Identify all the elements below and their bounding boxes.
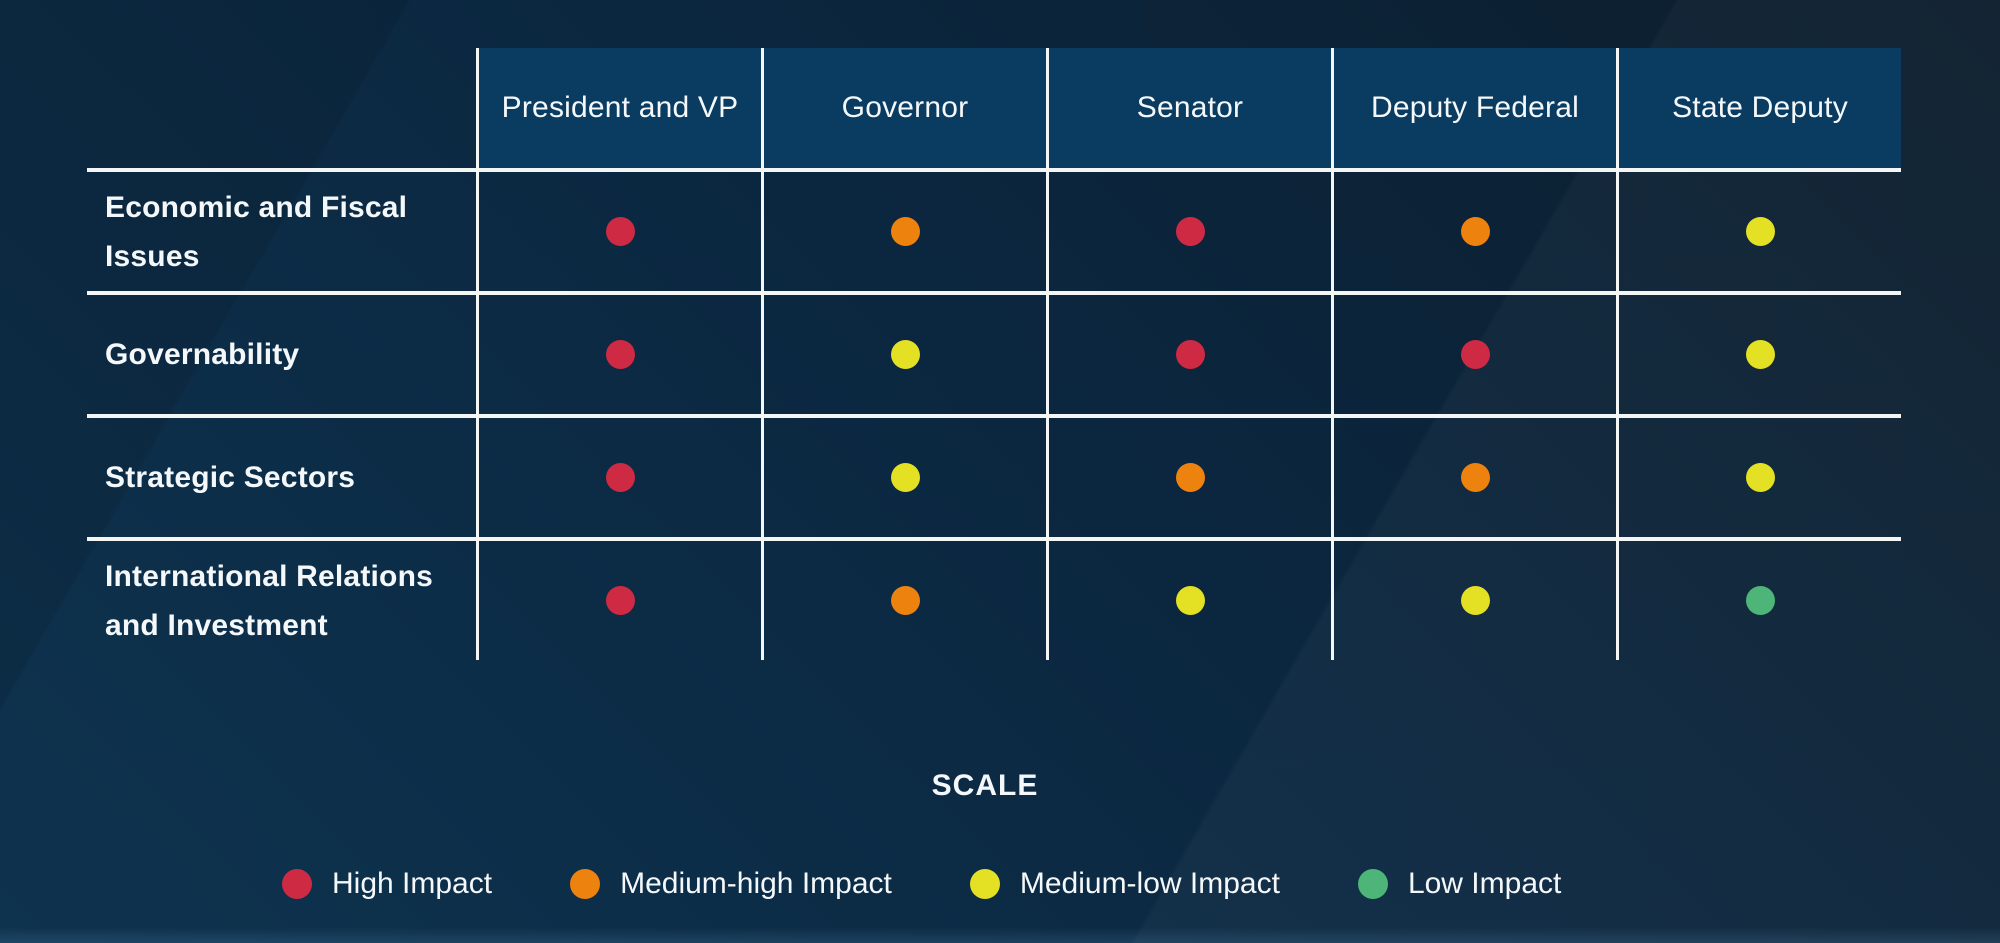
legend-item-label: Medium-high Impact	[620, 867, 892, 900]
matrix-cell	[1331, 414, 1616, 537]
medium-high-impact-dot	[1175, 463, 1205, 492]
medium-high-impact-dot	[890, 217, 920, 246]
medium-low-impact-dot	[1745, 340, 1775, 369]
matrix-corner-cell	[87, 48, 476, 168]
medium-high-impact-dot	[1460, 463, 1490, 492]
matrix-cell	[761, 537, 1046, 660]
column-header-senator: Senator	[1046, 48, 1331, 168]
high-impact-dot	[1175, 340, 1205, 369]
high-impact-dot	[605, 217, 635, 246]
matrix-cell	[1331, 537, 1616, 660]
row-label-text: Economic and Fiscal Issues	[105, 190, 408, 273]
matrix-cell	[476, 291, 761, 414]
matrix-cell	[761, 291, 1046, 414]
row-label: Economic and Fiscal Issues	[87, 168, 476, 291]
legend-item-high: High Impact	[282, 867, 492, 901]
matrix-cell	[1046, 414, 1331, 537]
high-impact-dot	[1175, 217, 1205, 246]
row-label-text: International Relations and Investment	[105, 559, 433, 642]
matrix-cell	[1616, 291, 1901, 414]
column-header-deputy-federal: Deputy Federal	[1331, 48, 1616, 168]
low-impact-dot	[1745, 586, 1775, 615]
medium-low-impact-dot	[890, 463, 920, 492]
matrix-cell	[1616, 537, 1901, 660]
row-label: Strategic Sectors	[87, 414, 476, 537]
legend-item-low: Low Impact	[1357, 867, 1562, 901]
matrix-cell	[1616, 414, 1901, 537]
matrix-cell	[476, 168, 761, 291]
column-header-state-deputy: State Deputy	[1616, 48, 1901, 168]
medium-low-impact-dot	[1745, 463, 1775, 492]
matrix-cell	[1616, 168, 1901, 291]
row-label: International Relations and Investment	[87, 537, 476, 660]
medium-high-impact-dot	[1460, 217, 1490, 246]
matrix-cell	[1046, 537, 1331, 660]
legend-item-label: Medium-low Impact	[1019, 867, 1280, 900]
medium-high-impact-dot	[890, 586, 920, 615]
medium-high-impact-legend-dot	[570, 869, 601, 899]
column-header-governor: Governor	[761, 48, 1046, 168]
impact-matrix-table: President and VP Governor Senator Deputy Fe…	[87, 48, 1901, 660]
column-header-president-and-vp: President and VP	[476, 48, 761, 168]
high-impact-dot	[605, 586, 635, 615]
high-impact-dot	[1460, 340, 1490, 369]
medium-low-impact-dot	[1745, 217, 1775, 246]
matrix-cell	[761, 168, 1046, 291]
matrix-cell	[1046, 168, 1331, 291]
matrix-cell	[1331, 168, 1616, 291]
high-impact-dot	[605, 463, 635, 492]
row-label-text: Governability	[105, 338, 300, 371]
legend-item-label: High Impact	[332, 867, 493, 900]
legend-item-medium-low: Medium-low Impact	[969, 867, 1280, 901]
medium-low-impact-dot	[1460, 586, 1490, 615]
matrix-cell	[1046, 291, 1331, 414]
legend-row: High Impact Medium-high Impact Medium-low …	[282, 856, 1561, 912]
matrix-cell	[1331, 291, 1616, 414]
medium-low-impact-legend-dot	[969, 869, 1000, 899]
medium-low-impact-dot	[1175, 586, 1205, 615]
matrix-cell	[476, 537, 761, 660]
low-impact-legend-dot	[1357, 869, 1388, 899]
matrix-cell	[476, 414, 761, 537]
row-label-text: Strategic Sectors	[105, 461, 356, 494]
matrix-cell	[761, 414, 1046, 537]
legend-item-medium-high: Medium-high Impact	[570, 867, 892, 901]
high-impact-dot	[605, 340, 635, 369]
row-label: Governability	[87, 291, 476, 414]
medium-low-impact-dot	[890, 340, 920, 369]
legend-title: SCALE	[931, 769, 1039, 802]
legend-item-label: Low Impact	[1407, 867, 1562, 900]
high-impact-legend-dot	[282, 869, 312, 899]
